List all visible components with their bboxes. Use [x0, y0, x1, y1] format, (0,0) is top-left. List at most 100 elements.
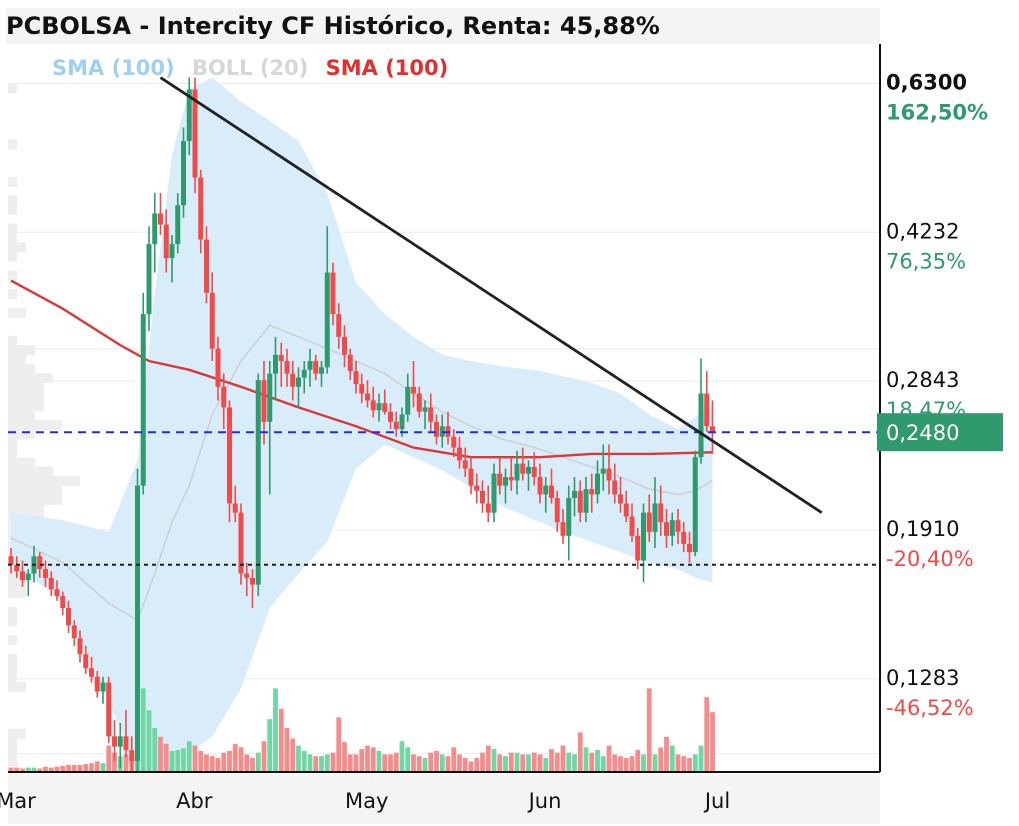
candle	[221, 386, 227, 408]
volume-bar	[347, 754, 353, 772]
candle	[60, 596, 66, 609]
volume-bar	[474, 757, 480, 772]
volume-profile-bar	[8, 607, 17, 618]
candle	[250, 577, 255, 585]
volume-bar	[560, 745, 566, 772]
volume-bar	[692, 754, 698, 772]
candle	[301, 369, 307, 378]
volume-profile-bar	[8, 401, 44, 412]
candle	[290, 373, 296, 387]
volume-bar	[37, 768, 43, 772]
volume-bar	[399, 741, 405, 772]
legend-item-sma-blue: SMA (100)	[52, 56, 175, 80]
candle	[278, 354, 284, 361]
volume-profile-bar	[8, 83, 17, 94]
volume-profile-bar	[8, 663, 17, 674]
volume-bar	[324, 754, 330, 772]
volume-bar	[393, 752, 399, 772]
volume-bar	[491, 749, 497, 772]
volume-bar	[600, 756, 606, 772]
volume-bar	[209, 756, 215, 772]
candle	[89, 668, 94, 677]
volume-bar	[163, 743, 169, 772]
volume-bar	[675, 754, 681, 772]
candle	[658, 503, 664, 523]
volume-bar	[250, 757, 255, 772]
candle	[606, 468, 612, 481]
volume-bar	[238, 747, 244, 772]
volume-bar	[664, 736, 669, 772]
volume-profile-bar	[8, 747, 17, 758]
volume-bar	[66, 764, 71, 772]
volume-profile-bar	[8, 504, 44, 515]
volume-bar	[652, 754, 658, 772]
candle	[359, 384, 365, 394]
candle	[572, 490, 577, 499]
candle	[192, 89, 198, 178]
y-axis-percent-label: 76,35%	[886, 249, 966, 273]
candle	[100, 682, 106, 692]
volume-bar	[83, 764, 89, 772]
candle	[261, 380, 267, 422]
candle	[255, 380, 261, 585]
volume-bar	[60, 765, 66, 772]
volume-bar	[549, 749, 554, 772]
volume-bar	[244, 754, 250, 772]
candle	[543, 485, 549, 495]
candle	[209, 292, 215, 349]
candle	[204, 239, 209, 293]
candle	[623, 503, 629, 517]
candle	[158, 213, 163, 225]
candle	[129, 750, 135, 761]
volume-bar	[623, 757, 629, 772]
candle	[629, 516, 635, 536]
volume-bar	[462, 757, 468, 772]
volume-bar	[543, 757, 549, 772]
volume-bar	[422, 757, 428, 772]
candle	[330, 272, 336, 315]
volume-bar	[669, 745, 675, 772]
volume-bar	[290, 738, 296, 772]
volume-profile-bar	[8, 419, 62, 430]
candle	[612, 480, 618, 495]
candle	[20, 571, 25, 581]
volume-bar	[123, 754, 129, 772]
volume-profile-bar	[8, 756, 17, 767]
volume-bar	[319, 756, 324, 772]
volume-bar	[710, 712, 715, 772]
volume-bar	[480, 752, 485, 772]
volume-bar	[365, 745, 370, 772]
current-price-badge	[877, 413, 1003, 452]
candle	[526, 466, 531, 474]
volume-bar	[261, 741, 267, 772]
bollinger-bands	[10, 77, 713, 773]
volume-bar	[255, 752, 261, 772]
volume-profile-bar	[8, 391, 44, 402]
volume-profile-bar	[8, 289, 17, 300]
volume-bar	[215, 757, 221, 772]
candle	[451, 436, 457, 448]
trendline	[159, 76, 823, 514]
y-axis-percent-label: -20,40%	[886, 547, 974, 571]
candle	[71, 625, 77, 639]
volume-profile-bar	[8, 494, 62, 505]
volume-bar	[503, 756, 508, 772]
candle	[531, 466, 537, 478]
volume-bar	[704, 697, 710, 772]
axes	[8, 44, 881, 824]
volume-profile-bar	[8, 448, 17, 459]
legend-item-boll: BOLL (20)	[191, 56, 309, 80]
volume-bar	[388, 754, 393, 772]
sma-100-line	[10, 279, 713, 459]
candle	[589, 489, 595, 495]
candle	[549, 485, 554, 499]
volume-profile-bar	[8, 728, 26, 739]
candle	[503, 477, 508, 486]
volume-bar	[77, 764, 83, 772]
volume-profile-bar	[8, 242, 26, 253]
volume-bar	[595, 750, 600, 772]
candle	[669, 520, 675, 536]
candle	[284, 360, 290, 374]
volume-profile-bar	[8, 672, 17, 683]
volume-bar	[43, 766, 48, 772]
